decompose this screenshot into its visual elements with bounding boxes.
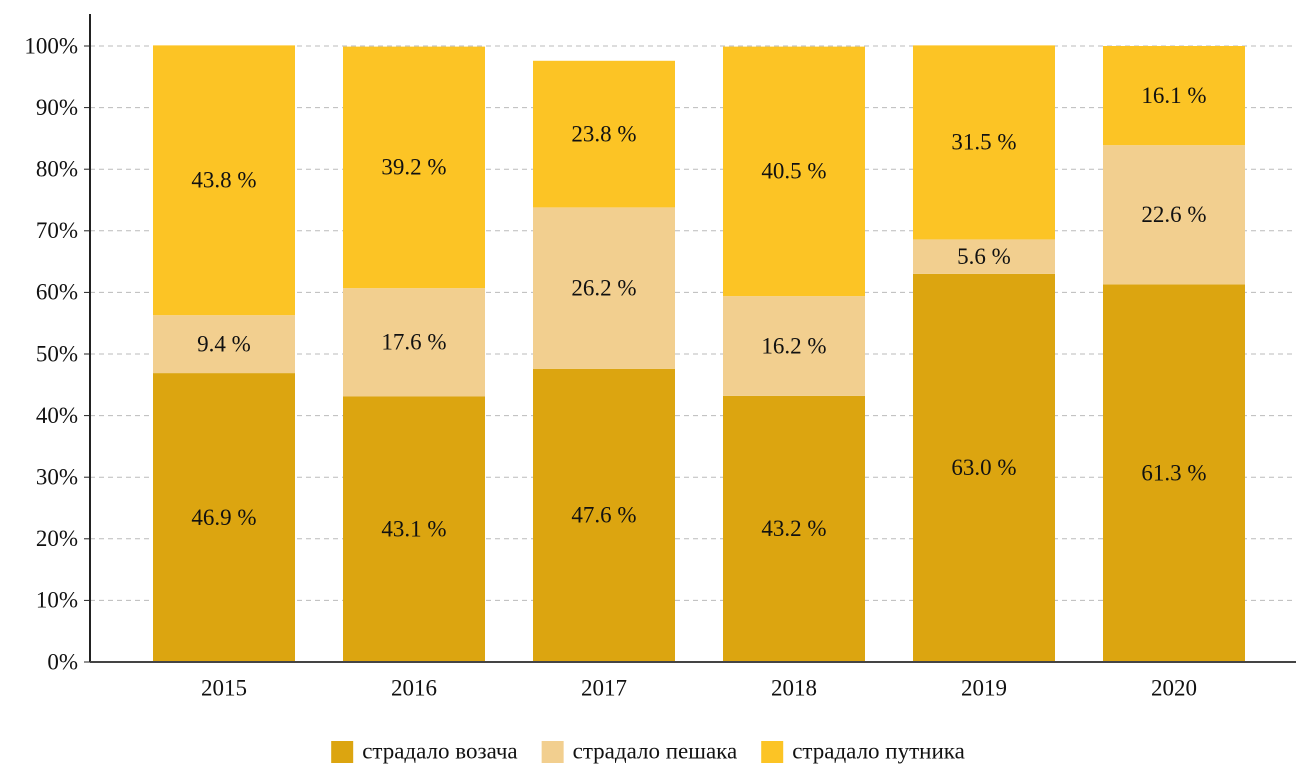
bar-segment [153,45,295,316]
legend-item: страдало пешака [541,738,738,763]
bar-segment [153,373,295,662]
legend: страдало возача страдало пешака страдало п… [331,738,965,763]
bar-segment [1103,284,1245,662]
bar-segment [723,46,865,297]
bar-segment [533,60,675,208]
bar-segment [913,239,1055,274]
data-label: 39.2 % [381,155,446,180]
y-tick-label: 20% [36,526,78,551]
x-tick-label: 2015 [201,675,247,700]
y-tick-label: 50% [36,341,78,366]
y-tick-label: 60% [36,280,78,305]
bar-segment [723,395,865,662]
data-label: 16.2 % [761,333,826,358]
x-tick-label: 2017 [581,675,627,700]
data-label: 22.6 % [1141,202,1206,227]
legend-label: страдало пешака [573,738,738,763]
x-tick-label: 2018 [771,675,817,700]
y-tick-label: 0% [47,649,78,674]
data-label: 23.8 % [571,121,636,146]
data-label: 31.5 % [951,130,1016,155]
bar-segment [1103,46,1245,146]
bar-segment [533,368,675,662]
legend-swatch [541,741,564,763]
data-label: 63.0 % [951,455,1016,480]
y-tick-label: 40% [36,403,78,428]
bar-segment [1103,145,1245,285]
bar-segment [343,288,485,397]
x-tick-label: 2020 [1151,675,1197,700]
bar-segment [723,296,865,396]
y-tick-label: 80% [36,156,78,181]
bar-segment [913,45,1055,240]
y-tick-label: 90% [36,95,78,120]
y-tick-label: 70% [36,218,78,243]
data-label: 40.5 % [761,159,826,184]
legend-swatch [331,741,354,763]
legend-item: страдало путника [761,738,965,763]
legend-label: страдало возача [362,738,517,763]
data-label: 43.1 % [381,517,446,542]
bar-segment [913,273,1055,662]
legend-label: страдало путника [792,738,965,763]
data-label: 9.4 % [197,331,251,356]
data-label: 61.3 % [1141,460,1206,485]
y-tick-label: 100% [24,33,78,58]
data-label: 16.1 % [1141,83,1206,108]
data-label: 5.6 % [957,244,1011,269]
legend-swatch [761,741,784,763]
x-tick-label: 2019 [961,675,1007,700]
data-label: 46.9 % [191,505,256,530]
bar-segment [533,207,675,369]
bar-segment [153,315,295,374]
data-label: 47.6 % [571,503,636,528]
data-label: 26.2 % [571,275,636,300]
data-label: 43.2 % [761,516,826,541]
y-tick-label: 30% [36,464,78,489]
bar-segment [343,46,485,289]
y-tick-label: 10% [36,588,78,613]
legend-item: страдало возача [331,738,518,763]
data-label: 43.8 % [191,168,256,193]
bar-segment [343,396,485,662]
data-label: 17.6 % [381,330,446,355]
x-tick-label: 2016 [391,675,437,700]
